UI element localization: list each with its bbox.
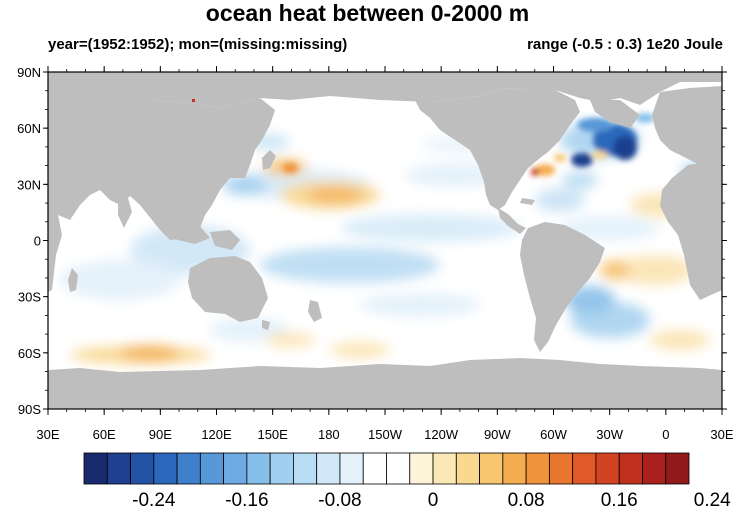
colorbar-swatch xyxy=(223,452,248,485)
colorbar-swatch xyxy=(362,452,387,485)
land-mask xyxy=(48,72,722,409)
colorbar-swatch xyxy=(572,452,597,485)
colorbar-swatch xyxy=(339,452,364,485)
lat-label: 0 xyxy=(34,234,41,249)
colorbar-label: -0.08 xyxy=(318,490,361,510)
colorbar-swatch xyxy=(642,452,667,485)
lon-label: 150W xyxy=(368,427,403,442)
colorbar-swatch xyxy=(153,452,178,485)
colorbar-swatch xyxy=(665,452,690,485)
lon-label: 90E xyxy=(149,427,172,442)
chart-title: ocean heat between 0-2000 m xyxy=(205,0,530,26)
lon-label: 150E xyxy=(257,427,288,442)
colorbar-swatch xyxy=(548,452,574,485)
longitude-axis: 30E 60E 90E 120E 150E 180 150W 120W 90W 60W 30W 0 30… xyxy=(36,66,734,442)
lat-label: 30N xyxy=(17,177,41,192)
lon-label: 30E xyxy=(36,427,59,442)
lon-label: 120E xyxy=(201,427,232,442)
lon-label: 60E xyxy=(93,427,116,442)
colorbar: -0.24 -0.16 -0.08 0 0.08 0.16 0.24 xyxy=(83,452,731,510)
lat-label: 60S xyxy=(18,346,41,361)
colorbar-swatch xyxy=(199,452,225,485)
lat-label: 90N xyxy=(17,65,41,80)
colorbar-swatch xyxy=(316,452,341,485)
colorbar-swatch xyxy=(269,452,294,485)
colorbar-label: 0.24 xyxy=(694,490,731,510)
colorbar-swatch xyxy=(618,452,643,485)
lon-label: 60W xyxy=(540,427,567,442)
colorbar-label: -0.16 xyxy=(225,490,268,510)
colorbar-swatch xyxy=(293,452,318,485)
colorbar-swatch xyxy=(455,452,480,485)
high-anomaly-point xyxy=(192,99,195,102)
lon-label: 30E xyxy=(710,427,733,442)
colorbar-label: 0.16 xyxy=(601,490,638,510)
colorbar-swatch xyxy=(409,452,434,485)
value-range-subtitle: range (-0.5 : 0.3) 1e20 Joule xyxy=(527,36,723,53)
colorbar-swatch xyxy=(432,452,457,485)
lon-label: 0 xyxy=(662,427,669,442)
lon-label: 90W xyxy=(484,427,511,442)
colorbar-swatch xyxy=(595,452,620,485)
colorbar-swatch xyxy=(525,452,550,485)
colorbar-label: 0 xyxy=(428,490,439,510)
colorbar-swatch xyxy=(386,452,411,485)
colorbar-swatch xyxy=(106,452,131,485)
colorbar-swatch xyxy=(176,452,201,485)
time-range-subtitle: year=(1952:1952); mon=(missing:missing) xyxy=(48,36,348,53)
lat-label: 90S xyxy=(18,402,41,417)
colorbar-swatch xyxy=(83,452,108,485)
lon-label: 180 xyxy=(318,427,340,442)
colorbar-swatch xyxy=(246,452,271,485)
lat-label: 30S xyxy=(18,290,41,305)
lon-label: 30W xyxy=(596,427,623,442)
lat-label: 60N xyxy=(17,121,41,136)
colorbar-swatch xyxy=(502,452,527,485)
latitude-axis: 90N 60N 30N 0 30S 60S 90S xyxy=(17,65,727,417)
colorbar-swatch xyxy=(479,452,504,485)
colorbar-swatch xyxy=(130,452,155,485)
lon-label: 120W xyxy=(424,427,459,442)
colorbar-label: 0.08 xyxy=(508,490,545,510)
colorbar-label: -0.24 xyxy=(132,490,176,510)
